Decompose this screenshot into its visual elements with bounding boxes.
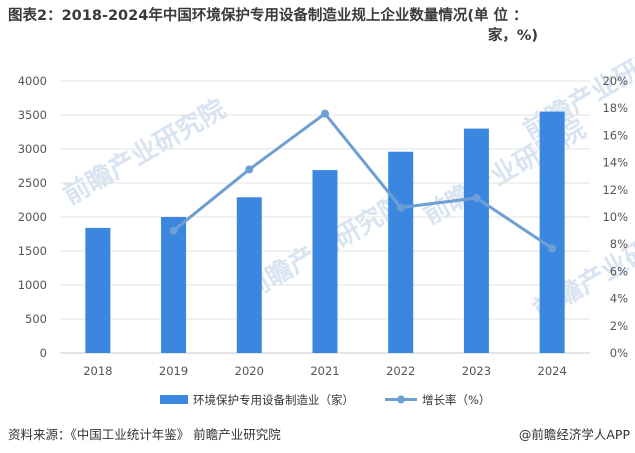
watermark-text: 前瞻产业研究院 <box>418 113 591 231</box>
right-tick-label: 12% <box>602 183 628 197</box>
bar <box>539 111 565 353</box>
x-tick-label: 2019 <box>159 364 188 378</box>
bar <box>161 217 187 353</box>
watermark-text: 前瞻产业研究院 <box>58 93 231 211</box>
line-point <box>548 244 557 253</box>
bar <box>236 197 262 353</box>
bar <box>312 170 338 353</box>
right-tick-label: 14% <box>602 156 628 170</box>
x-tick-label: 2018 <box>83 364 112 378</box>
right-tick-label: 10% <box>602 210 628 224</box>
x-tick-label: 2024 <box>538 364 567 378</box>
bar <box>463 128 489 353</box>
right-tick-label: 16% <box>602 128 628 142</box>
left-tick-label: 1000 <box>18 278 47 292</box>
right-tick-label: 0% <box>610 346 628 360</box>
x-tick-label: 2023 <box>462 364 491 378</box>
x-axis: 2018 2019 2020 2021 2022 2023 2024 <box>83 364 567 378</box>
x-tick-label: 2021 <box>310 364 339 378</box>
right-tick-label: 18% <box>602 101 628 115</box>
left-tick-label: 2000 <box>18 210 47 224</box>
right-tick-label: 4% <box>610 292 628 306</box>
legend-line-label: 增长率（%） <box>422 393 490 407</box>
brand-note: @前瞻经济学人APP <box>518 427 630 442</box>
source-note: 资料来源：《中国工业统计年鉴》 前瞻产业研究院 <box>8 427 281 442</box>
chart-title: 图表2：2018-2024年中国环境保护专用设备制造业规上企业数量情况(单 位 … <box>8 6 630 46</box>
bar-series <box>85 111 565 353</box>
footer: 资料来源：《中国工业统计年鉴》 前瞻产业研究院 @前瞻经济学人APP <box>8 424 630 443</box>
x-tick-label: 2022 <box>386 364 415 378</box>
line-point <box>472 193 481 202</box>
chart-title-line1: 图表2：2018-2024年中国环境保护专用设备制造业规上企业数量情况(单 位 … <box>8 8 528 24</box>
right-tick-label: 8% <box>610 237 628 251</box>
legend-line-marker <box>397 395 405 404</box>
left-axis: 0 500 1000 1500 2000 2500 3000 3500 4000 <box>18 74 47 360</box>
right-tick-label: 2% <box>610 319 628 333</box>
legend-bar-swatch <box>160 395 188 404</box>
growth-line <box>172 112 553 250</box>
left-tick-label: 3000 <box>18 142 47 156</box>
bar <box>85 227 111 353</box>
line-point <box>169 226 178 235</box>
line-point <box>321 109 329 118</box>
chart-title-line2: 家，%) <box>487 28 538 44</box>
left-tick-label: 4000 <box>18 74 47 88</box>
left-tick-label: 500 <box>25 312 47 326</box>
x-tick-label: 2020 <box>235 364 264 378</box>
line-point <box>245 165 254 174</box>
right-tick-label: 20% <box>602 74 628 88</box>
legend: 环境保护专用设备制造业（家） 增长率（%） <box>160 393 490 407</box>
right-tick-label: 6% <box>610 264 628 278</box>
left-tick-label: 2500 <box>18 176 47 190</box>
line-point <box>396 203 405 212</box>
left-tick-label: 1500 <box>18 244 47 258</box>
left-tick-label: 0 <box>40 346 47 360</box>
bar <box>388 151 414 353</box>
legend-bar-label: 环境保护专用设备制造业（家） <box>193 393 354 407</box>
left-tick-label: 3500 <box>18 108 47 122</box>
right-axis: 0% 2% 4% 6% 8% 10% 12% 14% 16% 18% 20% <box>602 74 628 360</box>
line-series <box>169 109 557 253</box>
